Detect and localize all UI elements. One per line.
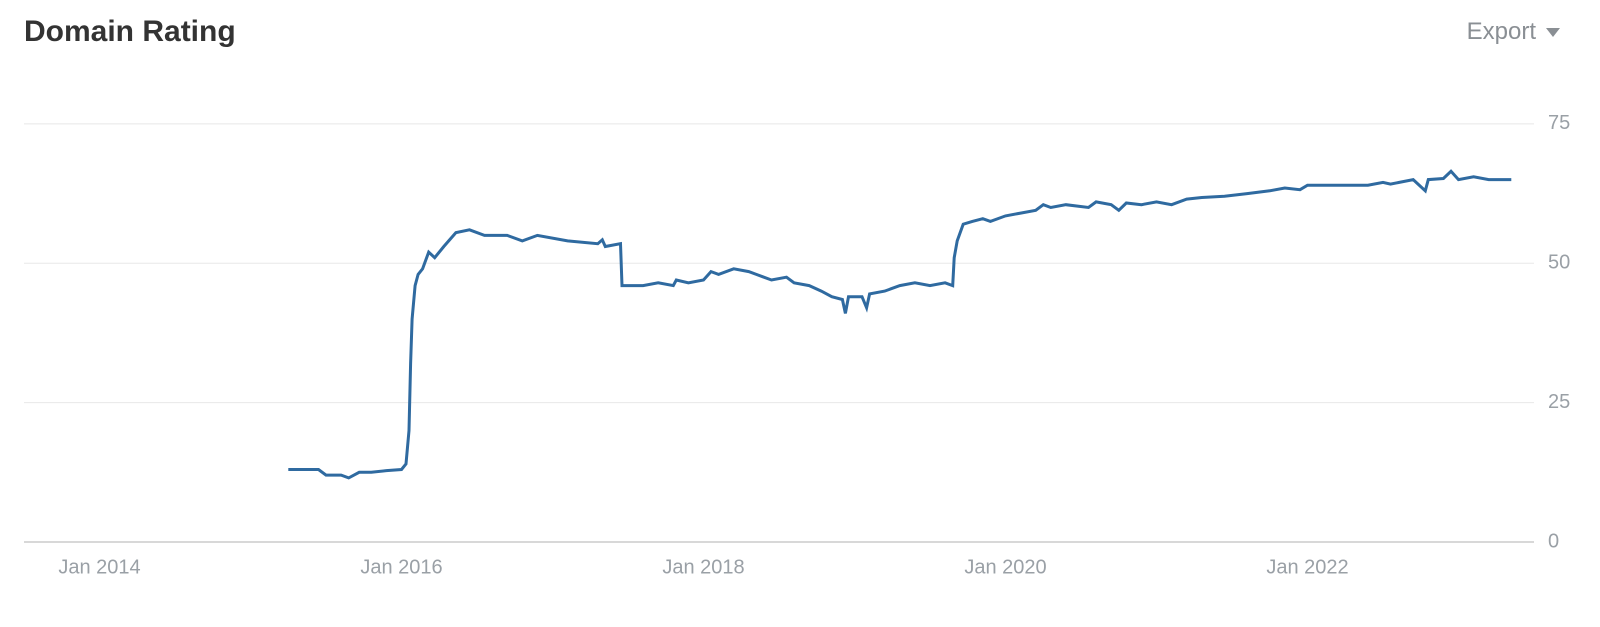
domain-rating-chart: 0255075Jan 2014Jan 2016Jan 2018Jan 2020J…	[24, 96, 1534, 542]
x-tick-label: Jan 2014	[58, 557, 140, 579]
x-tick-label: Jan 2018	[662, 557, 744, 579]
export-label: Export	[1467, 18, 1536, 46]
export-button[interactable]: Export	[1467, 18, 1560, 46]
chevron-down-icon	[1546, 28, 1560, 37]
x-tick-label: Jan 2016	[360, 557, 442, 579]
x-tick-label: Jan 2022	[1266, 557, 1348, 579]
chart-header: Domain Rating Export	[0, 0, 1600, 60]
y-tick-label: 50	[1548, 252, 1570, 274]
y-tick-label: 25	[1548, 391, 1570, 413]
y-tick-label: 75	[1548, 112, 1570, 134]
x-tick-label: Jan 2020	[964, 557, 1046, 579]
series-domain-rating	[288, 171, 1511, 478]
y-tick-label: 0	[1548, 530, 1559, 552]
chart-title: Domain Rating	[24, 15, 236, 49]
chart-svg: 0 25 50 75 Jan 2014 Jan 2016 Jan 2018 Jan 2020 J…	[24, 96, 1600, 592]
